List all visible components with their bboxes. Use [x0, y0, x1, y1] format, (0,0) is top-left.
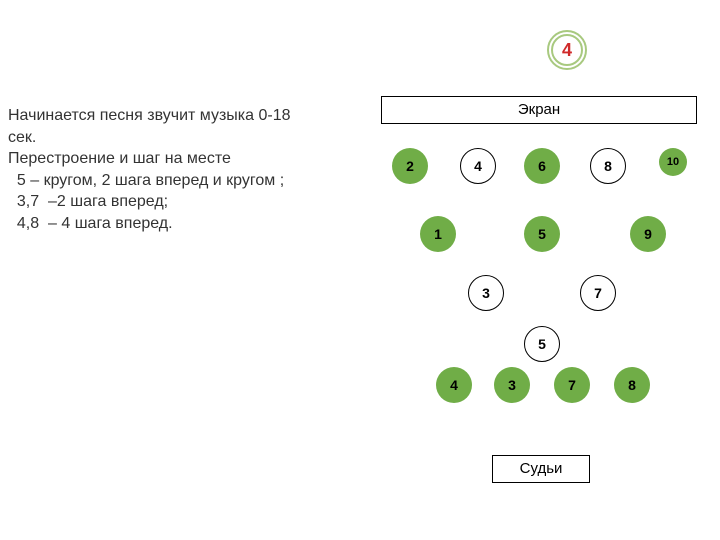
- position-circle: 8: [614, 367, 650, 403]
- position-circle-label: 4: [474, 158, 482, 174]
- judge-box-label: Судьи: [520, 460, 563, 477]
- screen-box-label: Экран: [518, 101, 560, 118]
- position-circle: 9: [630, 216, 666, 252]
- position-circle: 4: [460, 148, 496, 184]
- instructions-line: сек.: [8, 127, 291, 149]
- position-circle: 5: [524, 216, 560, 252]
- position-circle: 3: [468, 275, 504, 311]
- instructions-line: Перестроение и шаг на месте: [8, 148, 291, 170]
- position-circle: 6: [524, 148, 560, 184]
- position-circle-label: 9: [644, 226, 652, 242]
- position-circle-label: 5: [538, 226, 546, 242]
- position-circle: 10: [659, 148, 687, 176]
- top-number-label: 4: [562, 40, 572, 61]
- position-circle-label: 3: [482, 285, 490, 301]
- instructions-line: Начинается песня звучит музыка 0-18: [8, 105, 291, 127]
- position-circle-label: 7: [568, 377, 576, 393]
- screen-box: Экран: [381, 96, 697, 124]
- position-circle: 7: [554, 367, 590, 403]
- instructions-line: 3,7 –2 шага вперед;: [8, 191, 291, 213]
- position-circle-label: 4: [450, 377, 458, 393]
- position-circle-label: 8: [628, 377, 636, 393]
- position-circle-label: 6: [538, 158, 546, 174]
- position-circle-label: 10: [667, 156, 679, 168]
- position-circle-label: 8: [604, 158, 612, 174]
- instructions-line: 5 – кругом, 2 шага вперед и кругом ;: [8, 170, 291, 192]
- position-circle: 5: [524, 326, 560, 362]
- instructions-text: Начинается песня звучит музыка 0-18сек.П…: [8, 105, 291, 235]
- position-circle-label: 5: [538, 336, 546, 352]
- position-circle: 1: [420, 216, 456, 252]
- diagram-stage: Начинается песня звучит музыка 0-18сек.П…: [0, 0, 720, 540]
- instructions-line: 4,8 – 4 шага вперед.: [8, 213, 291, 235]
- position-circle-label: 3: [508, 377, 516, 393]
- position-circle: 7: [580, 275, 616, 311]
- position-circle-label: 1: [434, 226, 442, 242]
- top-number-circle: 4: [547, 30, 587, 70]
- position-circle: 3: [494, 367, 530, 403]
- position-circle-label: 7: [594, 285, 602, 301]
- judge-box: Судьи: [492, 455, 590, 483]
- position-circle: 4: [436, 367, 472, 403]
- position-circle-label: 2: [406, 158, 414, 174]
- position-circle: 2: [392, 148, 428, 184]
- position-circle: 8: [590, 148, 626, 184]
